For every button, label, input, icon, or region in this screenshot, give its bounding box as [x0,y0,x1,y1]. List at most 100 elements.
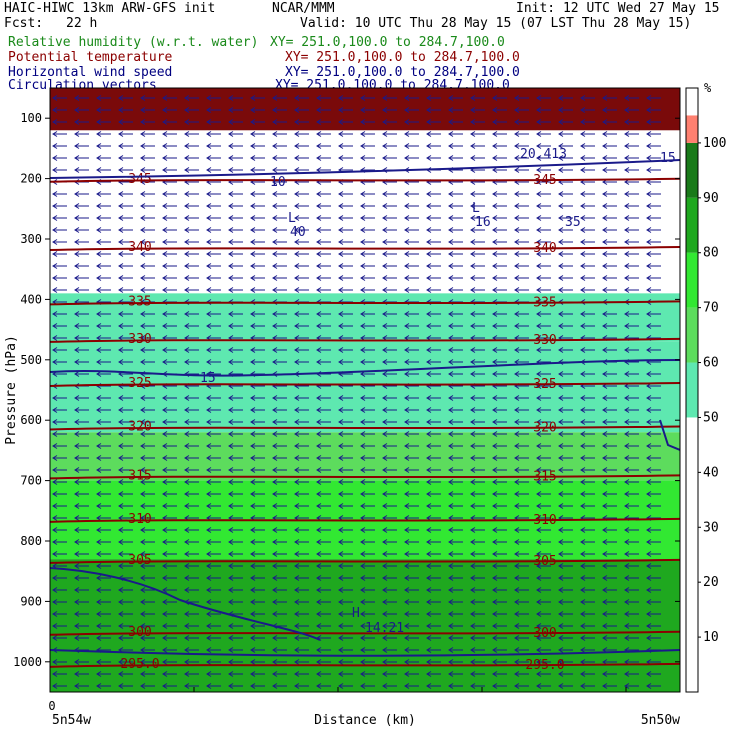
vector-arrow-544 [316,323,331,329]
vector-arrow-0 [52,95,67,101]
vector-arrow-839 [646,443,661,449]
vector-arrow-59 [118,119,133,125]
theta-label-305-1: 305 [533,554,556,569]
vector-arrow-1171 [558,587,573,593]
vector-arrow-304 [580,215,595,221]
vector-arrow-620 [140,359,155,365]
vector-arrow-223 [646,179,661,185]
vector-arrow-164 [580,155,595,161]
vector-arrow-964 [316,503,331,509]
vector-arrow-449 [74,287,89,293]
colorbar-tick-80: 80 [703,246,719,261]
vector-arrow-1341 [602,659,617,665]
vector-arrow-152 [316,155,331,161]
vector-arrow-387 [558,251,573,257]
vector-arrow-1238 [184,623,199,629]
vector-arrow-225 [74,191,89,197]
vector-arrow-913 [426,479,441,485]
vector-arrow-30 [96,107,111,113]
vector-arrow-402 [272,263,287,269]
vector-arrow-1263 [118,635,133,641]
vector-arrow-1072 [228,551,243,557]
vector-arrow-591 [118,347,133,353]
vector-arrow-75 [470,119,485,125]
vector-arrow-859 [470,455,485,461]
vector-arrow-457 [250,287,265,293]
vector-arrow-768 [316,419,331,425]
vector-arrow-395 [118,263,133,269]
vector-arrow-1398 [624,683,639,689]
vector-arrow-360 [580,239,595,245]
vector-arrow-1330 [360,659,375,665]
vector-arrow-50 [536,107,551,113]
vector-arrow-645 [74,371,89,377]
vector-arrow-1215 [294,611,309,617]
vector-arrow-305 [602,215,617,221]
vector-arrow-669 [602,371,617,377]
theta-contour-300 [50,630,680,636]
vector-arrow-247 [558,191,573,197]
vector-arrow-954 [96,503,111,509]
vector-arrow-1396 [580,683,595,689]
wind-speed-label-5: 35 [565,215,581,230]
vector-arrow-94 [272,131,287,137]
rh-layer-4 [50,432,680,481]
vector-arrow-1063 [646,539,661,545]
vector-arrow-88 [140,131,155,137]
vector-arrow-280 [52,215,67,221]
vector-arrow-1349 [162,671,177,677]
vector-arrow-107 [558,131,573,137]
vector-arrow-1114 [536,563,551,569]
x-axis-label: Distance (km) [314,713,416,728]
theta-label-340-0: 340 [128,240,151,255]
vector-arrow-1093 [74,563,89,569]
field-wind-xy: XY= 251.0,100.0 to 284.7,100.0 [285,65,520,80]
vector-arrow-167 [646,155,661,161]
vector-arrow-659 [382,371,397,377]
vector-arrow-1377 [162,683,177,689]
vector-arrow-1371 [646,671,661,677]
vector-arrow-1122 [96,575,111,581]
vector-arrow-914 [448,479,463,485]
vector-arrow-603 [382,347,397,353]
vector-arrow-866 [624,455,639,461]
vector-arrow-438 [448,275,463,281]
vector-arrow-720 [492,395,507,401]
vector-arrow-53 [602,107,617,113]
vector-arrow-229 [162,191,177,197]
vector-arrow-852 [316,455,331,461]
vector-arrow-455 [206,287,221,293]
vector-arrow-596 [228,347,243,353]
vector-arrow-1334 [448,659,463,665]
vector-arrow-314 [184,227,199,233]
vector-arrow-1275 [382,635,397,641]
vector-arrow-1224 [492,611,507,617]
vector-arrow-517 [338,311,353,317]
vector-arrow-1339 [558,659,573,665]
vector-arrow-456 [228,287,243,293]
vector-arrow-441 [514,275,529,281]
wind-speed-contour-3 [50,649,680,657]
vector-arrow-526 [536,311,551,317]
vector-arrow-41 [338,107,353,113]
vector-arrow-592 [140,347,155,353]
vector-arrow-1237 [162,623,177,629]
vector-arrow-1049 [338,539,353,545]
vector-arrow-316 [228,227,243,233]
theta-contour-345 [50,177,680,183]
vector-arrow-618 [96,359,111,365]
vector-arrow-1151 [118,587,133,593]
vector-arrow-1389 [426,683,441,689]
vector-arrow-1384 [316,683,331,689]
vector-arrow-555 [558,323,573,329]
vector-arrow-364 [52,251,67,257]
vector-arrow-61 [162,119,177,125]
vector-arrow-1013 [162,527,177,533]
vector-arrow-458 [272,287,287,293]
vector-arrow-1357 [338,671,353,677]
vector-arrow-178 [272,167,287,173]
vector-arrow-17 [426,95,441,101]
vector-arrow-1044 [228,539,243,545]
vector-arrow-1364 [492,671,507,677]
vector-arrow-237 [338,191,353,197]
